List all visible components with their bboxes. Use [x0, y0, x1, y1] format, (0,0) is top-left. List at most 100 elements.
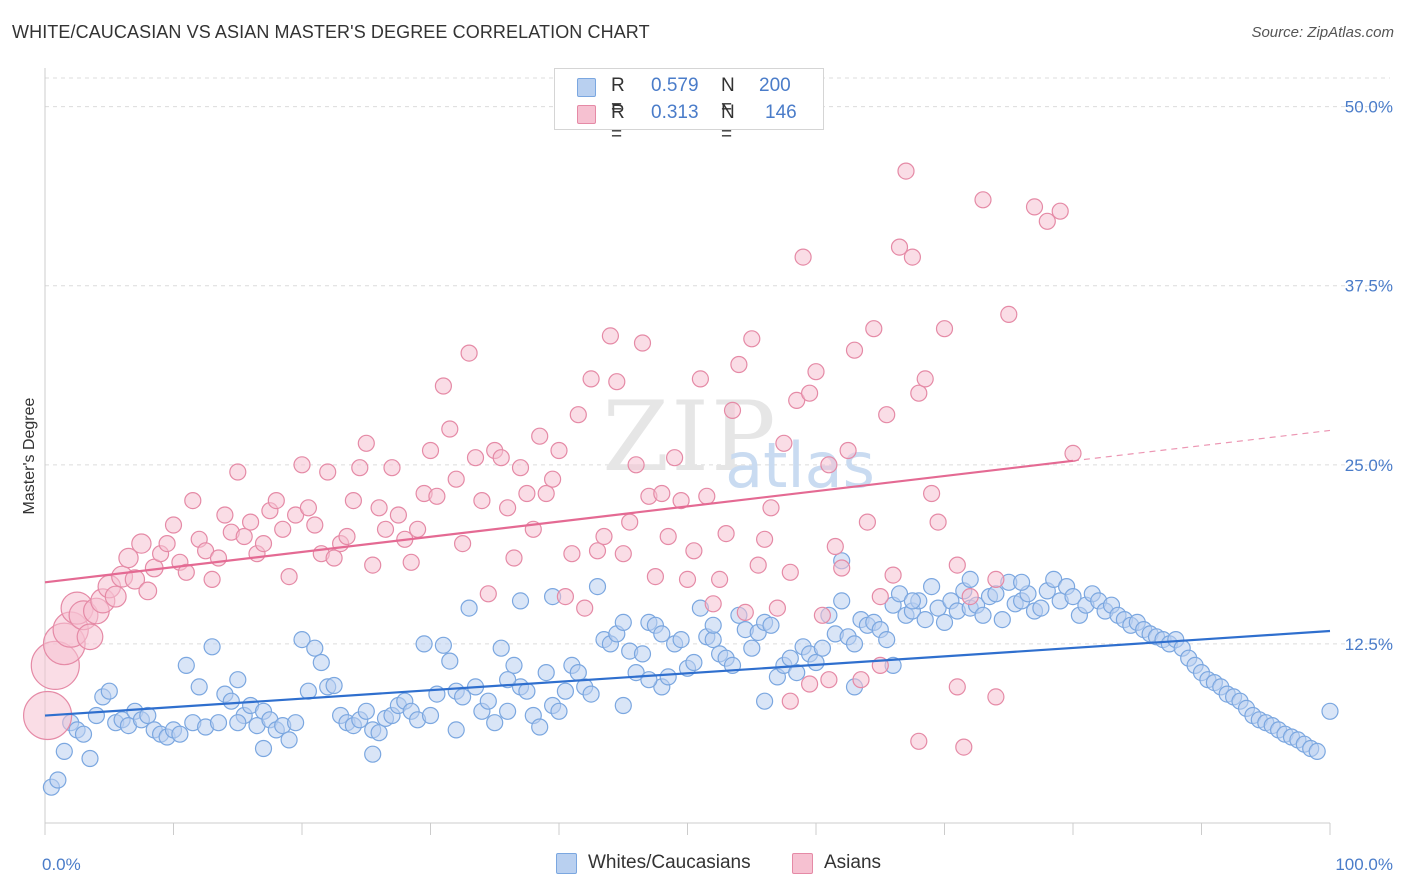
white-point — [569, 663, 587, 682]
asian-point — [749, 556, 767, 574]
white-point — [499, 702, 517, 720]
white-point — [511, 592, 530, 610]
asian-point — [884, 566, 902, 584]
asian-point — [229, 463, 247, 481]
asian-point — [608, 373, 626, 391]
asian-point — [364, 556, 382, 574]
white-point — [935, 613, 954, 632]
white-point — [1012, 573, 1031, 591]
asian-point — [543, 470, 562, 488]
whites-trend-line — [44, 629, 1331, 717]
n-value: 146 — [765, 102, 797, 123]
asian-point — [299, 499, 317, 517]
asian-point — [961, 587, 979, 606]
white-point — [961, 570, 979, 589]
white-point — [1308, 742, 1326, 761]
white-point — [460, 599, 478, 617]
white-point — [87, 706, 106, 725]
y-tick-labels: 12.5% 25.0% 37.5% 50.0% — [1345, 98, 1393, 654]
asian-point — [691, 370, 710, 388]
asian-point — [878, 406, 896, 424]
asian-point — [556, 587, 575, 606]
white-point — [49, 771, 67, 789]
asian-point — [76, 623, 104, 651]
asian-point — [421, 441, 440, 460]
white-point — [229, 671, 247, 689]
whites-legend-label: Whites/Caucasians — [588, 852, 751, 873]
asian-point — [460, 344, 478, 362]
white-point — [531, 718, 549, 736]
asian-point — [704, 595, 722, 613]
asian-point — [800, 675, 819, 693]
asian-point — [755, 530, 774, 548]
asian-point — [633, 334, 652, 352]
asian-point — [511, 459, 530, 477]
white-point — [287, 714, 305, 732]
asian-point — [794, 248, 812, 266]
asian-point — [402, 553, 420, 571]
asian-point — [274, 520, 292, 538]
white-point — [306, 639, 324, 657]
asian-point — [820, 456, 838, 474]
asian-point — [698, 487, 716, 505]
r-label: R = — [611, 102, 625, 145]
white-point — [788, 663, 806, 682]
asian-point — [531, 427, 549, 445]
white-point — [537, 663, 555, 682]
white-point — [807, 653, 825, 672]
white-point — [280, 731, 298, 749]
white-point — [556, 682, 575, 700]
asians-swatch — [577, 105, 596, 124]
asian-point — [492, 449, 510, 467]
asian-point — [653, 484, 671, 503]
white-point — [312, 653, 330, 672]
white-point — [1032, 599, 1050, 617]
asian-point — [730, 355, 748, 374]
white-point — [685, 653, 703, 672]
y-tick-label: 37.5% — [1345, 277, 1393, 296]
white-point — [171, 725, 189, 743]
white-point — [922, 577, 941, 596]
stats-legend: R = 0.579 N = 200 R = 0.313 N = 146 — [554, 68, 824, 145]
white-point — [139, 706, 157, 725]
asian-point — [974, 191, 992, 209]
white-point — [486, 714, 504, 732]
asian-point — [955, 738, 973, 756]
asian-point — [550, 441, 568, 460]
asian-point — [563, 545, 581, 563]
white-point — [74, 725, 93, 743]
asian-point — [235, 527, 253, 546]
white-point — [415, 635, 433, 653]
asian-point — [209, 549, 228, 567]
asian-point — [659, 527, 677, 546]
white-point — [659, 668, 677, 686]
white-point — [1045, 570, 1063, 589]
asian-point — [499, 499, 517, 517]
white-point — [254, 739, 273, 758]
asian-point — [370, 499, 388, 517]
asian-point — [383, 459, 401, 477]
white-point — [550, 702, 568, 720]
asian-point — [306, 516, 324, 534]
asian-point — [357, 434, 375, 452]
asian-point — [858, 513, 877, 531]
white-point — [813, 639, 832, 657]
asian-point — [434, 377, 452, 395]
asian-point — [287, 506, 305, 524]
asians-legend-label: Asians — [824, 852, 882, 873]
asian-point — [447, 470, 465, 488]
asian-point — [865, 320, 883, 338]
asian-point — [807, 363, 825, 381]
asian-point — [871, 587, 889, 606]
white-point — [505, 656, 523, 675]
white-point — [293, 630, 311, 649]
n-label: N = — [721, 75, 735, 118]
asian-point — [216, 506, 234, 524]
asian-point — [621, 513, 639, 531]
asian-point — [781, 563, 799, 581]
whites-swatch — [577, 78, 596, 97]
asian-point — [788, 391, 806, 409]
asian-point — [820, 671, 838, 689]
white-point — [993, 610, 1011, 629]
